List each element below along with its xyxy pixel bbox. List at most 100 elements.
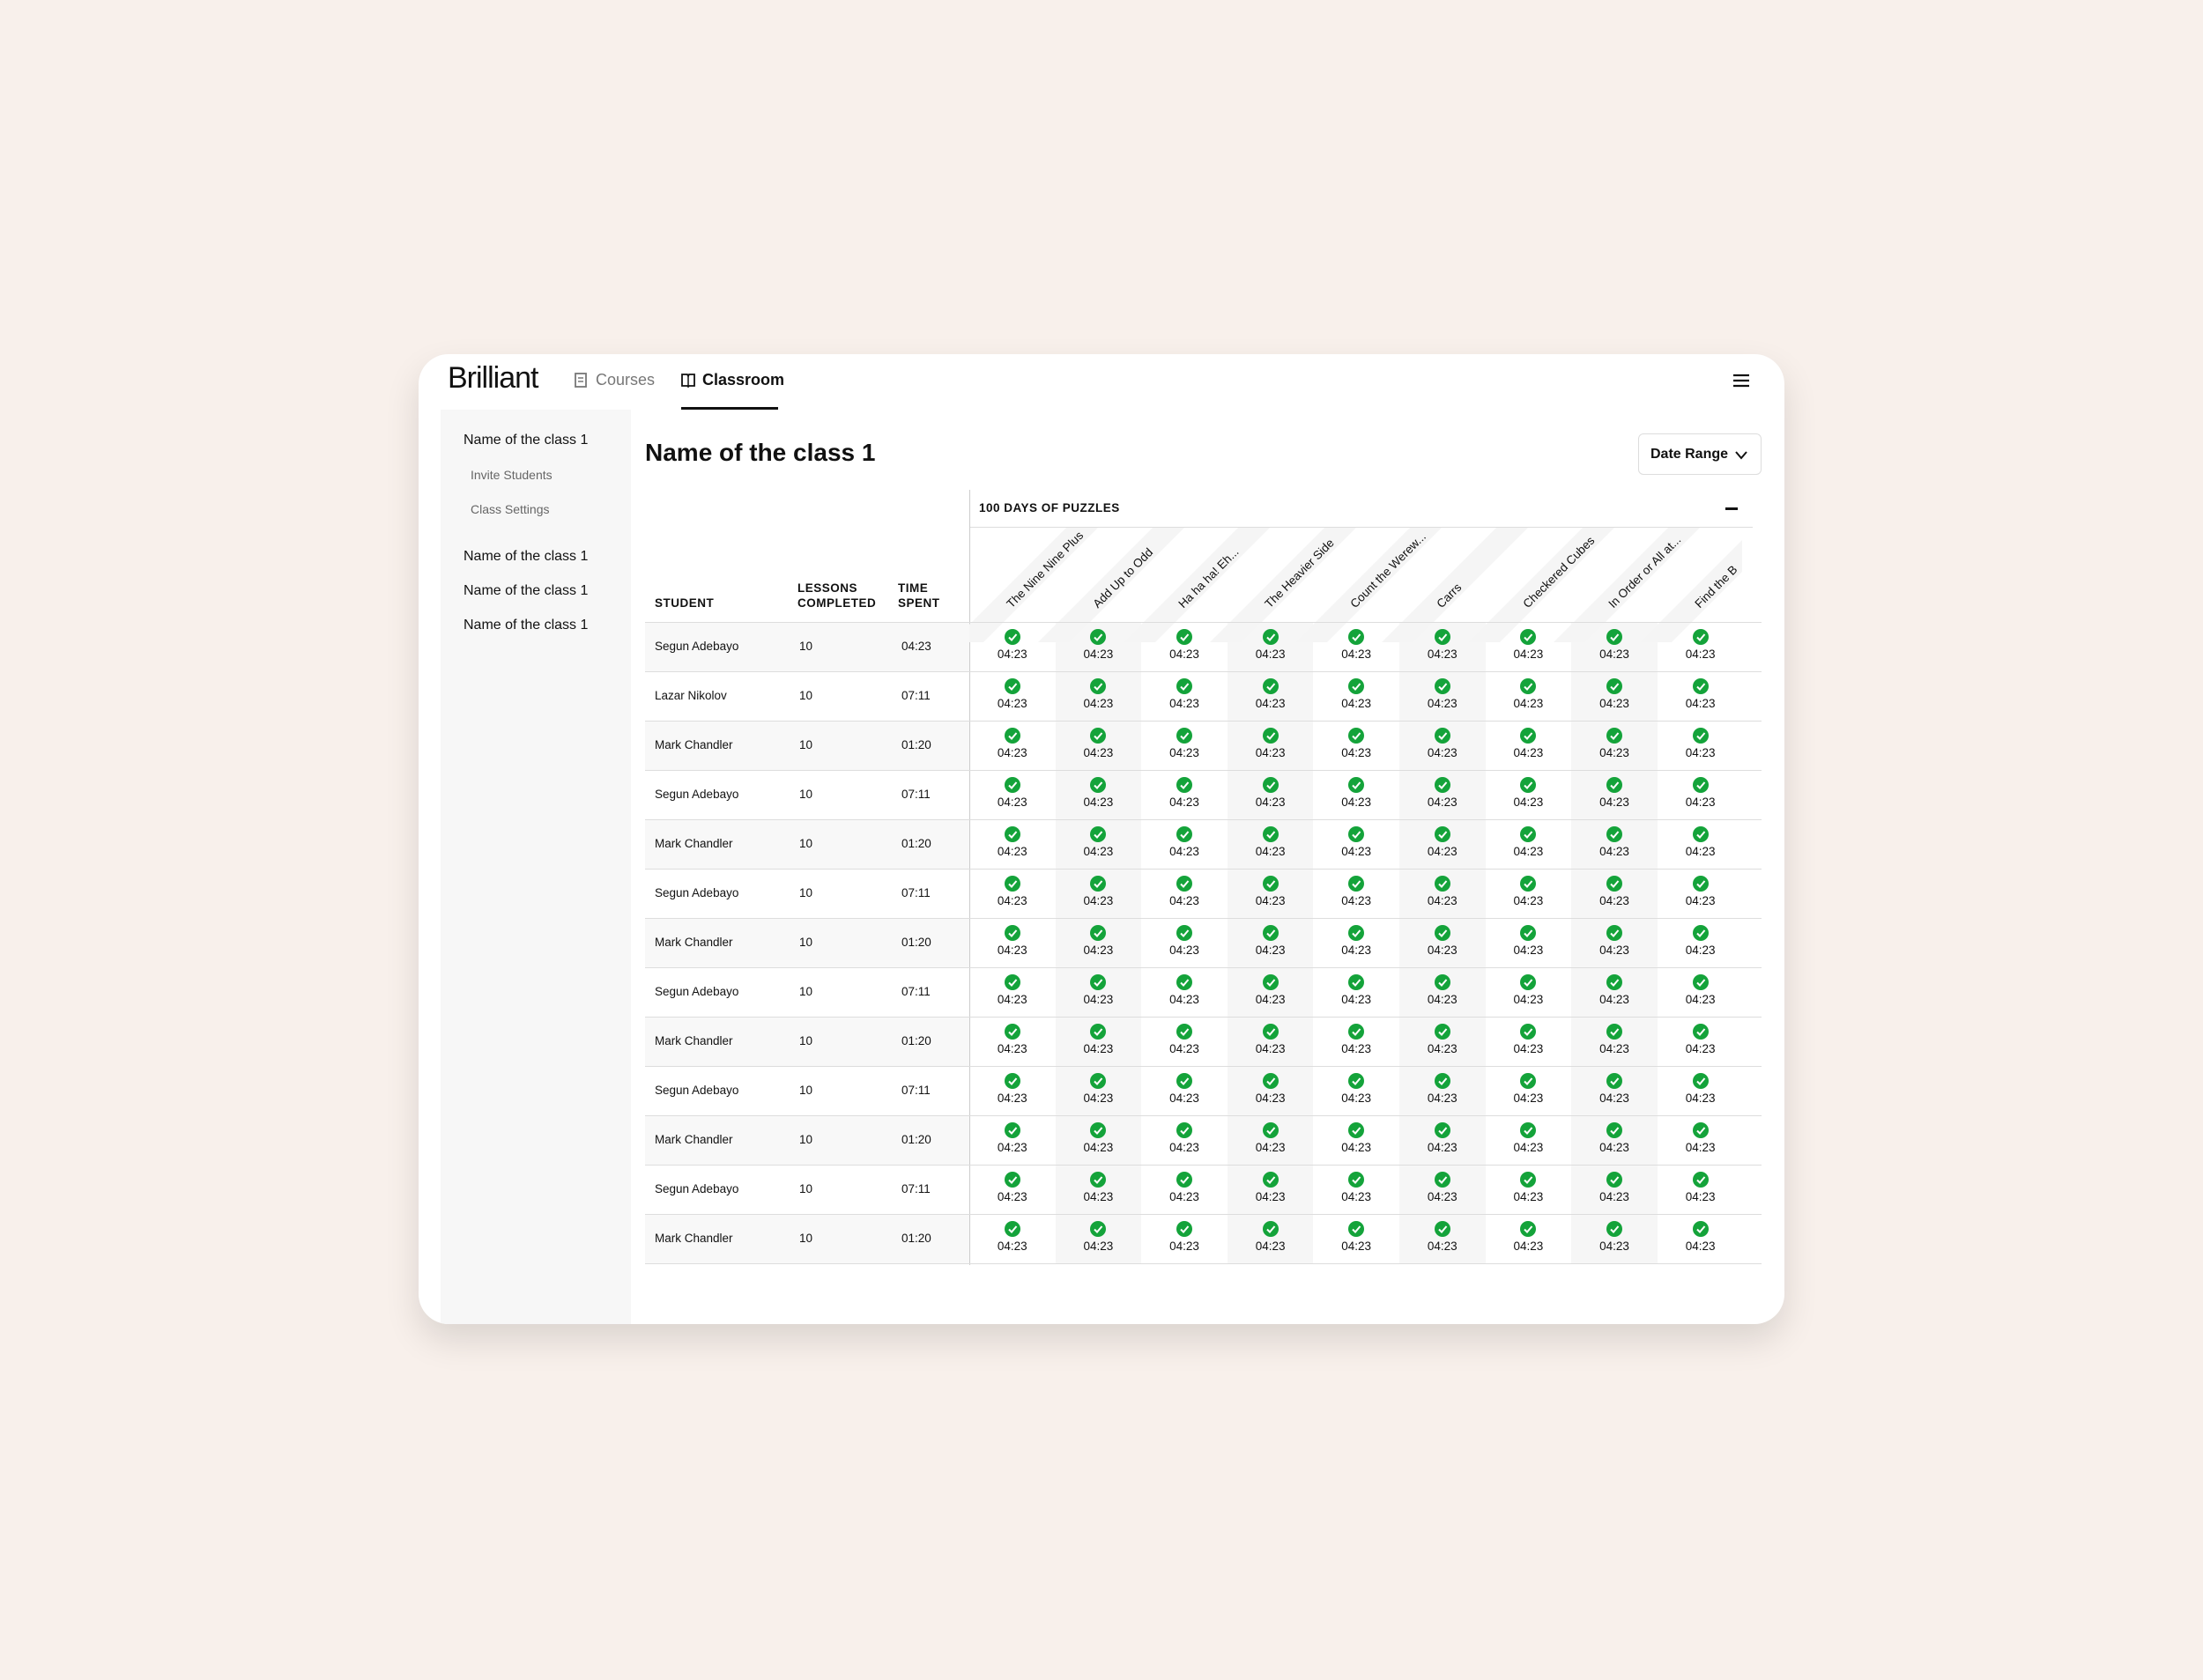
check-icon (1176, 826, 1192, 842)
class-link[interactable]: Name of the class 1 (464, 549, 589, 564)
class-link[interactable]: Name of the class 1 (464, 583, 589, 598)
column-header: TIME SPENT (898, 581, 940, 610)
class-sublink[interactable]: Invite Students (471, 468, 553, 482)
student-name: Mark Chandler (655, 936, 733, 949)
cell-time: 04:23 (997, 944, 1027, 957)
check-icon (1176, 876, 1192, 892)
cell-time: 04:23 (1685, 993, 1716, 1006)
divider (969, 490, 970, 1265)
class-sublink[interactable]: Class Settings (471, 502, 550, 516)
check-icon (1262, 1221, 1279, 1237)
cell-time: 04:23 (1341, 1092, 1372, 1105)
student-name: Segun Adebayo (655, 1182, 739, 1195)
cell-time: 04:23 (1427, 796, 1458, 809)
row-line (645, 869, 1762, 870)
check-icon (1004, 1122, 1020, 1138)
cell-time: 04:23 (1255, 746, 1286, 759)
cell-time: 04:23 (1513, 796, 1544, 809)
check-icon (1090, 629, 1107, 645)
student-name: Segun Adebayo (655, 640, 739, 653)
check-icon (1692, 876, 1709, 892)
check-icon (1348, 1221, 1365, 1237)
time-spent: 07:11 (901, 886, 931, 899)
cell-time: 04:23 (1599, 993, 1629, 1006)
class-link[interactable]: Name of the class 1 (464, 433, 589, 448)
courses-icon[interactable] (574, 373, 588, 389)
check-icon (1262, 1024, 1279, 1040)
puzzle-area: The Nine Nine Plus Add Up to Odd Ha ha ha!… (969, 528, 1742, 1263)
check-icon (1692, 1073, 1709, 1089)
collapse-icon[interactable] (1725, 507, 1738, 510)
cell-time: 04:23 (997, 1141, 1027, 1154)
cell-time: 04:23 (997, 648, 1027, 661)
check-icon (1262, 777, 1279, 793)
menu-icon[interactable] (1732, 374, 1750, 388)
cell-time: 04:23 (1341, 1141, 1372, 1154)
cell-time: 04:23 (1513, 1141, 1544, 1154)
nav-link[interactable]: Courses (596, 371, 656, 389)
cell-time: 04:23 (1513, 845, 1544, 858)
time-spent: 01:20 (901, 1133, 931, 1146)
lessons: 10 (799, 1084, 813, 1097)
date-range-button[interactable]: Date Range (1638, 433, 1762, 475)
check-icon (1606, 925, 1622, 941)
row-line (645, 622, 1762, 623)
cell-time: 04:23 (1169, 845, 1199, 858)
check-icon (1520, 1073, 1537, 1089)
cell-time: 04:23 (1255, 796, 1286, 809)
time-spent: 01:20 (901, 1232, 931, 1245)
check-icon (1262, 876, 1279, 892)
cell-time: 04:23 (1255, 697, 1286, 710)
column-header: LESSONS COMPLETED (797, 581, 877, 610)
check-icon (1262, 1172, 1279, 1188)
check-icon (1434, 1122, 1450, 1138)
class-link[interactable]: Name of the class 1 (464, 618, 589, 633)
cell-time: 04:23 (1599, 944, 1629, 957)
check-icon (1262, 678, 1279, 694)
check-icon (1606, 876, 1622, 892)
check-icon (1176, 777, 1192, 793)
nav-link-active[interactable]: Classroom (702, 371, 785, 389)
cell-time: 04:23 (1255, 1092, 1286, 1105)
check-icon (1606, 1024, 1622, 1040)
check-icon (1004, 925, 1020, 941)
check-icon (1348, 1122, 1365, 1138)
lessons: 10 (799, 1034, 813, 1047)
row-line (645, 1165, 1762, 1166)
student-name: Segun Adebayo (655, 788, 739, 801)
row-line (645, 1066, 1762, 1067)
cell-time: 04:23 (1685, 648, 1716, 661)
check-icon (1606, 1221, 1622, 1237)
cell-time: 04:23 (1513, 1092, 1544, 1105)
lessons: 10 (799, 640, 813, 653)
check-icon (1606, 728, 1622, 744)
cell-time: 04:23 (1341, 845, 1372, 858)
cell-time: 04:23 (1513, 1190, 1544, 1203)
cell-time: 04:23 (1255, 1141, 1286, 1154)
cell-time: 04:23 (1427, 894, 1458, 907)
cell-time: 04:23 (1685, 845, 1716, 858)
time-spent: 01:20 (901, 837, 931, 850)
cell-time: 04:23 (997, 894, 1027, 907)
lessons: 10 (799, 738, 813, 751)
check-icon (1004, 826, 1020, 842)
row-shade (645, 623, 969, 671)
check-icon (1176, 629, 1192, 645)
check-icon (1176, 1172, 1192, 1188)
lessons: 10 (799, 788, 813, 801)
cell-time: 04:23 (1513, 993, 1544, 1006)
cell-time: 04:23 (1083, 1240, 1114, 1253)
classroom-icon[interactable] (680, 373, 696, 389)
cell-time: 04:23 (997, 993, 1027, 1006)
check-icon (1004, 1221, 1020, 1237)
cell-time: 04:23 (1255, 894, 1286, 907)
row-shade (645, 1018, 969, 1066)
time-spent: 07:11 (901, 689, 931, 702)
check-icon (1262, 1073, 1279, 1089)
column-shade (1055, 622, 1142, 1263)
check-icon (1606, 1172, 1622, 1188)
row-line (645, 967, 1762, 968)
check-icon (1434, 826, 1450, 842)
cell-time: 04:23 (1169, 944, 1199, 957)
check-icon (1434, 974, 1450, 990)
